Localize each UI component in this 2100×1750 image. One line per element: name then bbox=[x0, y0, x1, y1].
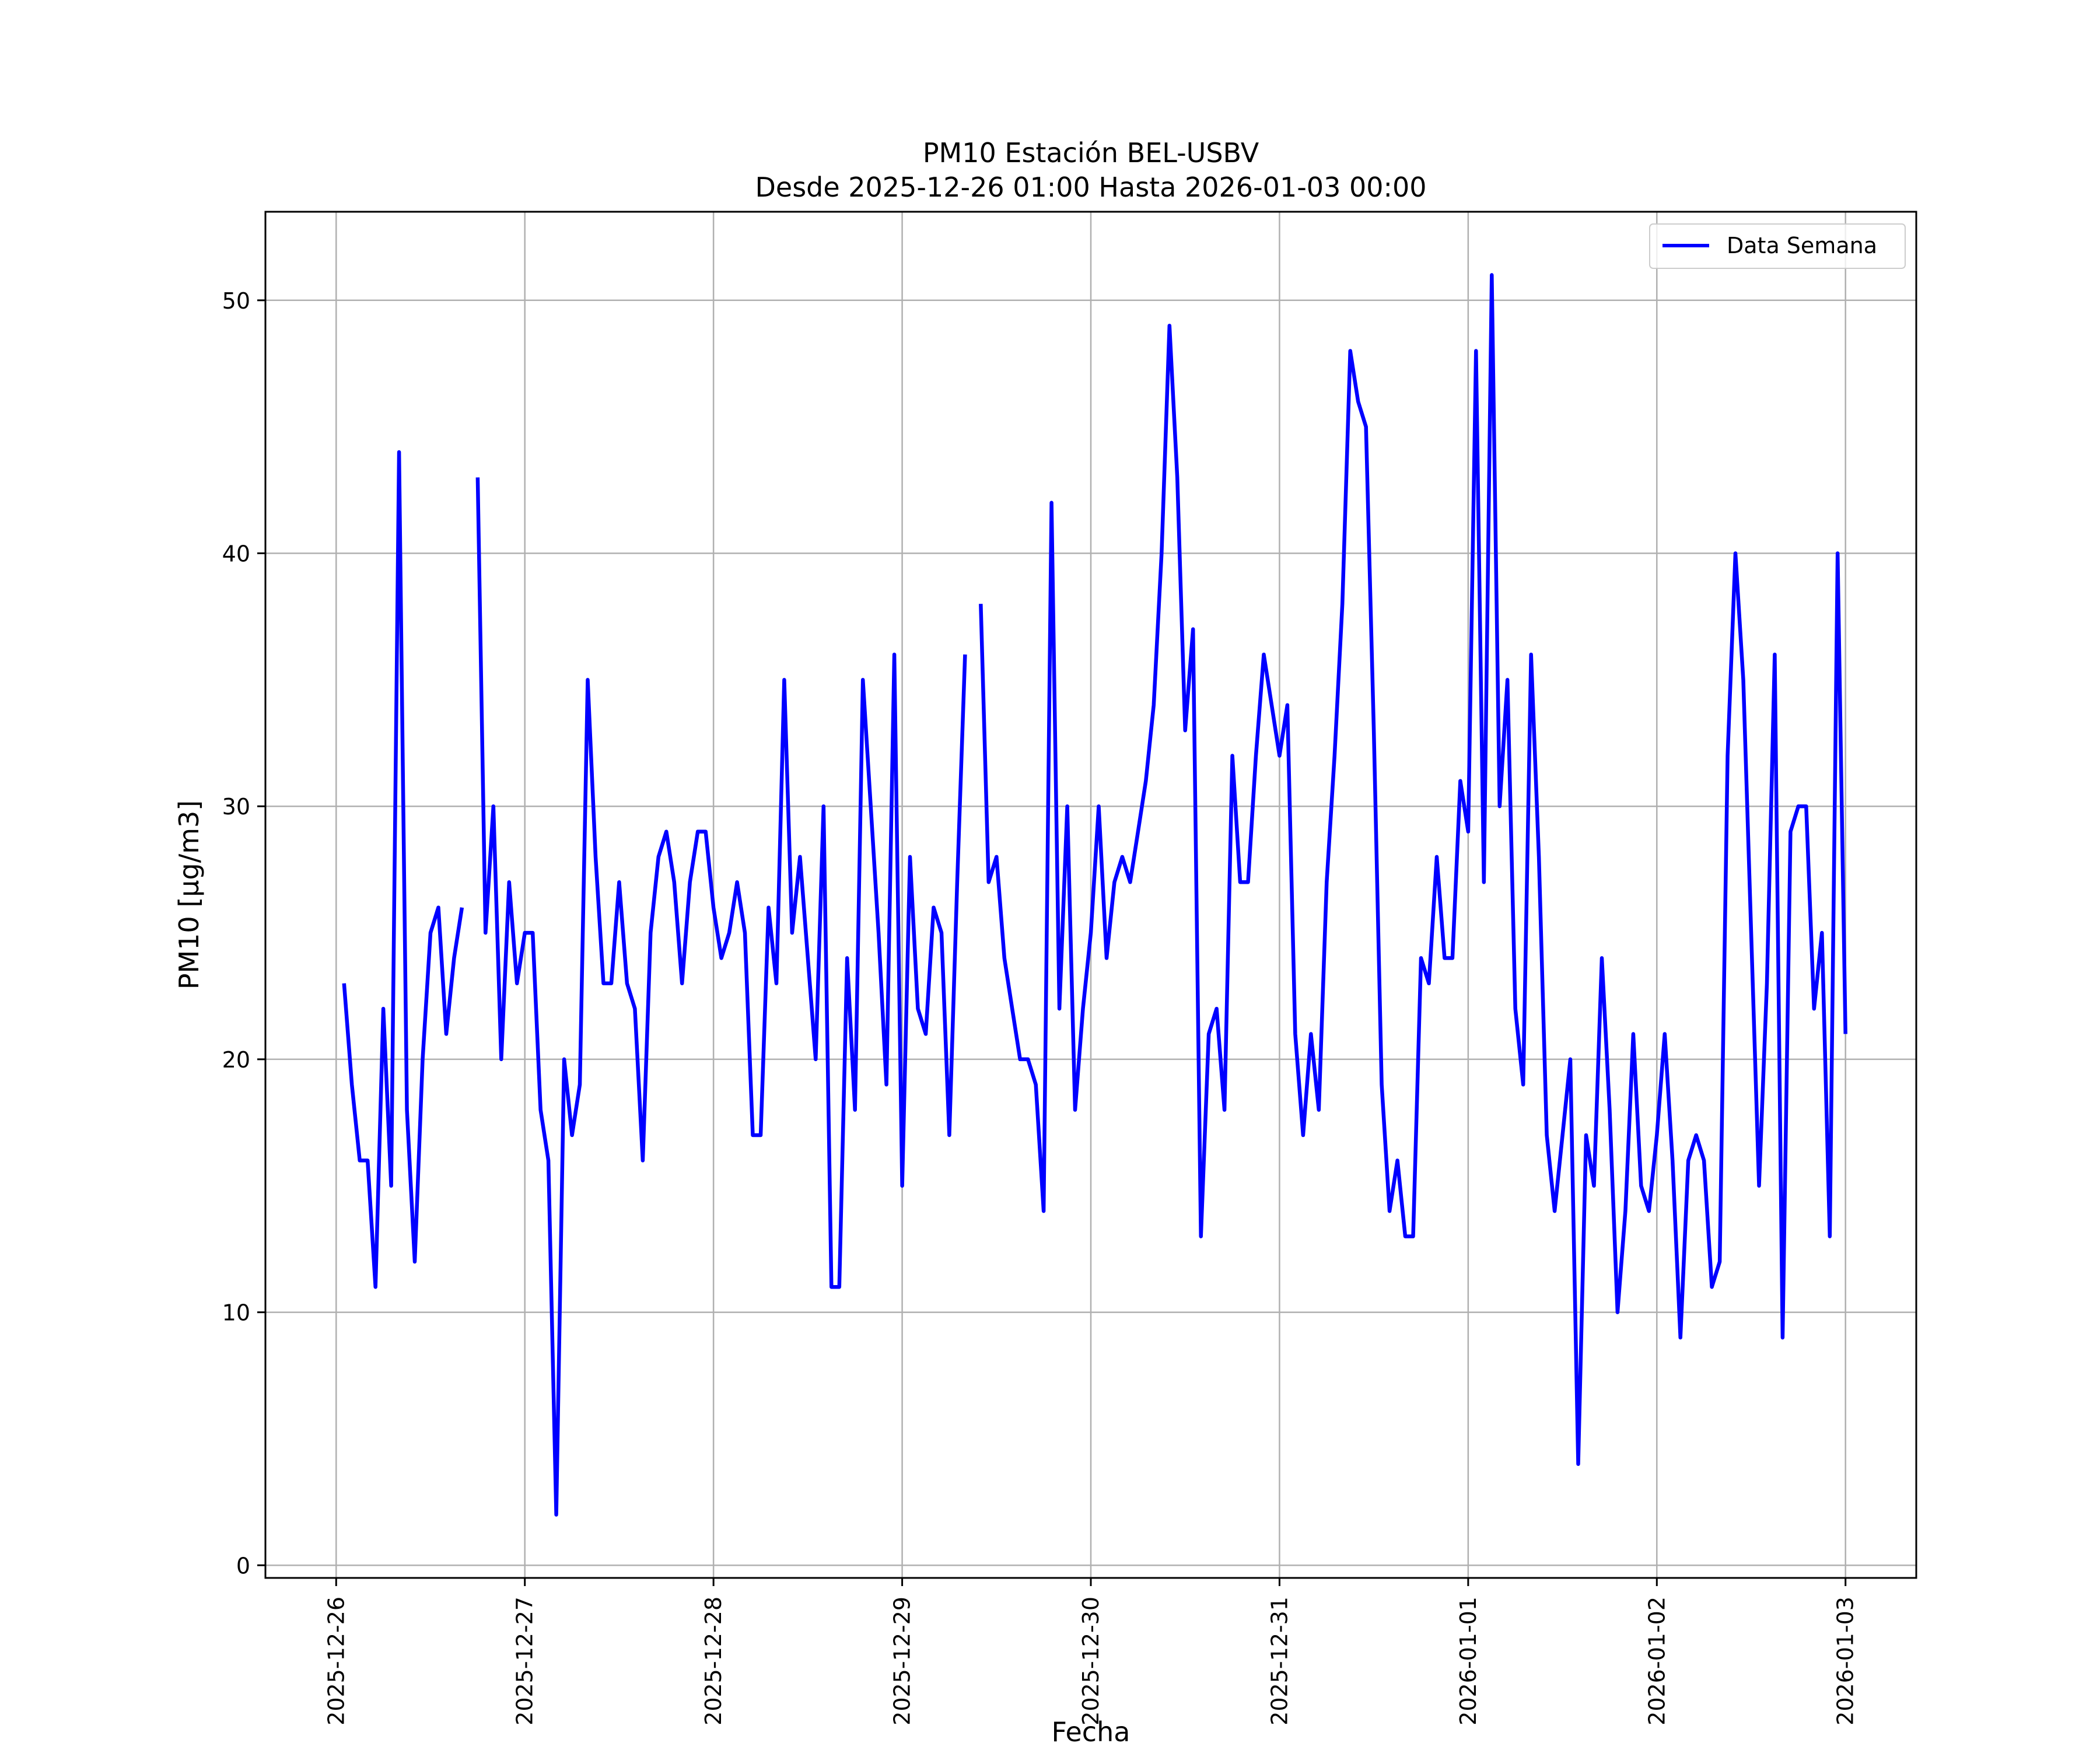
chart-subtitle: Desde 2025-12-26 01:00 Hasta 2026-01-03 … bbox=[755, 172, 1426, 203]
x-tick-label: 2025-12-26 bbox=[323, 1597, 349, 1726]
x-tick-label: 2025-12-29 bbox=[890, 1597, 915, 1726]
y-tick-label: 10 bbox=[222, 1300, 250, 1326]
x-tick-label: 2026-01-01 bbox=[1455, 1597, 1481, 1726]
legend: Data Semana bbox=[1649, 223, 1906, 269]
x-tick-label: 2025-12-28 bbox=[701, 1597, 726, 1726]
y-tick-label: 40 bbox=[222, 541, 250, 567]
x-axis-label: Fecha bbox=[1052, 1716, 1130, 1748]
legend-label: Data Semana bbox=[1727, 233, 1877, 258]
x-tick-label: 2025-12-31 bbox=[1266, 1597, 1292, 1726]
series-line-data-semana bbox=[342, 273, 1847, 1517]
axis-ticks: 0 10 20 30 40 50 2025-12-26 2025-12-27 2025-12-2… bbox=[222, 288, 1859, 1726]
chart-title: PM10 Estación BEL-USBV bbox=[923, 137, 1259, 169]
grid-lines bbox=[265, 212, 1916, 1578]
y-axis-label: PM10 [μg/m3] bbox=[173, 800, 205, 990]
y-tick-label: 0 bbox=[236, 1553, 250, 1578]
x-tick-label: 2025-12-27 bbox=[512, 1597, 538, 1726]
x-tick-label: 2026-01-02 bbox=[1644, 1597, 1670, 1726]
legend-box bbox=[1649, 223, 1906, 269]
y-tick-label: 50 bbox=[222, 288, 250, 314]
x-tick-label: 2026-01-03 bbox=[1833, 1597, 1859, 1726]
x-tick-label: 2025-12-30 bbox=[1078, 1597, 1104, 1726]
y-tick-label: 20 bbox=[222, 1047, 250, 1073]
series-layer bbox=[342, 273, 1847, 1517]
y-tick-label: 30 bbox=[222, 794, 250, 820]
